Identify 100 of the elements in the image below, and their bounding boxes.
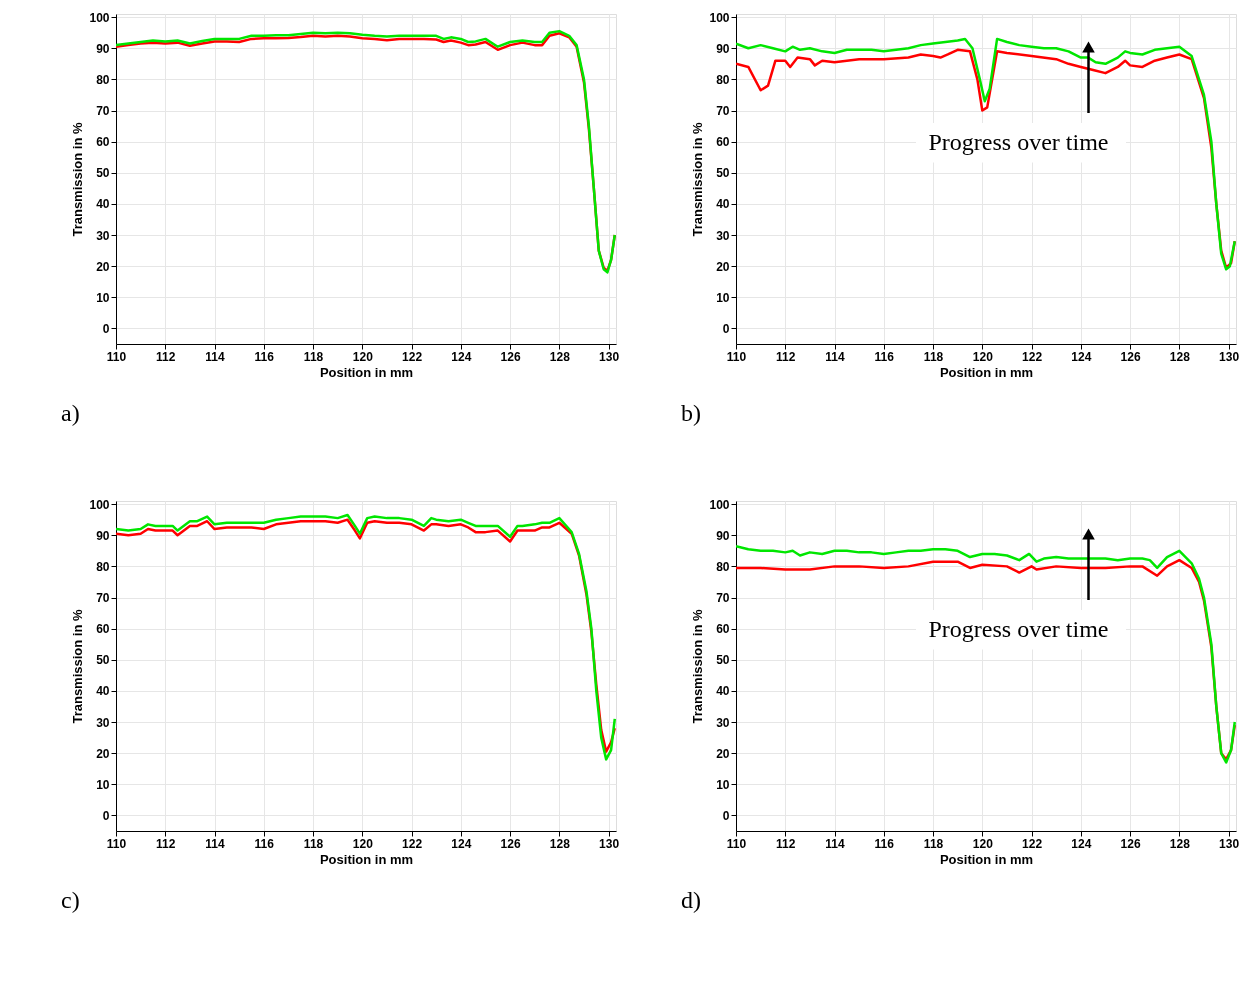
y-tick-label: 90 [96,41,110,56]
y-tick-label: 30 [96,228,110,243]
x-tick-label: 126 [1120,349,1141,364]
x-tick-label: 122 [1022,836,1043,851]
x-tick-label: 110 [106,836,127,851]
x-tick-label: 110 [106,349,127,364]
x-tick-label: 126 [500,836,521,851]
y-tick-label: 0 [722,808,730,823]
x-tick-label: 128 [1169,836,1191,851]
x-tick-label: 118 [303,836,324,851]
y-tick-label: 60 [96,135,110,150]
y-tick-label: 100 [709,497,730,512]
y-tick-label: 10 [716,290,730,305]
y-tick-label: 70 [716,591,730,606]
x-tick-label: 128 [549,836,571,851]
y-tick-label: 80 [716,559,730,574]
x-tick-label: 128 [549,349,571,364]
y-tick-label: 80 [96,72,110,87]
x-tick-label: 120 [352,836,374,851]
y-axis-title: Transmission in % [690,608,706,724]
y-tick-label: 60 [96,622,110,637]
y-tick-label: 50 [716,166,730,181]
y-tick-label: 70 [716,104,730,119]
x-tick-label: 116 [874,349,895,364]
x-tick-label: 122 [1022,349,1043,364]
y-tick-label: 0 [722,321,730,336]
x-tick-label: 124 [1071,349,1092,364]
y-tick-label: 60 [716,135,730,150]
x-tick-label: 118 [923,836,944,851]
y-tick-label: 0 [102,808,110,823]
y-axis-title: Transmission in % [690,121,706,237]
x-tick-label: 114 [825,836,846,851]
y-tick-label: 40 [96,684,110,699]
x-tick-label: 122 [402,349,423,364]
y-tick-label: 90 [716,528,730,543]
x-tick-label: 112 [776,836,796,851]
x-tick-label: 110 [726,349,747,364]
y-tick-label: 70 [96,104,110,119]
x-tick-label: 118 [303,349,324,364]
y-tick-label: 10 [96,777,110,792]
x-tick-label: 112 [156,836,176,851]
y-tick-label: 100 [89,10,110,25]
y-tick-label: 30 [96,715,110,730]
y-tick-label: 30 [716,715,730,730]
y-tick-label: 90 [716,41,730,56]
text: c) [61,887,80,913]
x-tick-label: 122 [402,836,423,851]
x-tick-label: 114 [205,836,226,851]
y-tick-label: 50 [716,653,730,668]
y-tick-label: 20 [96,746,110,761]
y-tick-label: 100 [709,10,730,25]
y-tick-label: 40 [716,197,730,212]
x-tick-label: 126 [500,349,521,364]
y-tick-label: 0 [102,321,110,336]
x-tick-label: 128 [1169,349,1191,364]
x-axis-title: Position in mm [939,851,1034,867]
y-tick-label: 20 [716,746,730,761]
y-tick-label: 50 [96,653,110,668]
x-tick-label: 118 [923,349,944,364]
x-tick-label: 130 [599,836,620,851]
y-tick-label: 40 [96,197,110,212]
text: b) [681,400,701,426]
x-tick-label: 124 [451,349,472,364]
x-axis-title: Position in mm [319,364,414,380]
y-tick-label: 60 [716,622,730,637]
y-axis-title: Transmission in % [70,121,86,237]
x-axis-title: Position in mm [319,851,414,867]
y-tick-label: 90 [96,528,110,543]
x-tick-label: 110 [726,836,747,851]
annotation: Progress over time [928,615,1109,642]
x-tick-label: 114 [825,349,846,364]
y-tick-label: 100 [89,497,110,512]
y-axis-title: Transmission in % [70,608,86,724]
y-tick-label: 50 [96,166,110,181]
x-tick-label: 120 [972,836,994,851]
x-tick-label: 112 [776,349,796,364]
text: a) [61,400,80,426]
x-tick-label: 116 [874,836,895,851]
annotation: Progress over time [928,128,1109,155]
y-tick-label: 70 [96,591,110,606]
text: d) [681,887,701,913]
x-tick-label: 130 [1219,349,1240,364]
y-tick-label: 10 [96,290,110,305]
x-tick-label: 124 [1071,836,1092,851]
y-tick-label: 30 [716,228,730,243]
x-tick-label: 120 [972,349,994,364]
y-tick-label: 20 [716,259,730,274]
x-tick-label: 114 [205,349,226,364]
x-tick-label: 112 [156,349,176,364]
y-tick-label: 10 [716,777,730,792]
x-tick-label: 124 [451,836,472,851]
x-tick-label: 116 [254,349,275,364]
x-tick-label: 116 [254,836,275,851]
x-tick-label: 130 [599,349,620,364]
y-tick-label: 80 [716,72,730,87]
x-axis-title: Position in mm [939,364,1034,380]
y-tick-label: 20 [96,259,110,274]
y-tick-label: 80 [96,559,110,574]
x-tick-label: 120 [352,349,374,364]
y-tick-label: 40 [716,684,730,699]
